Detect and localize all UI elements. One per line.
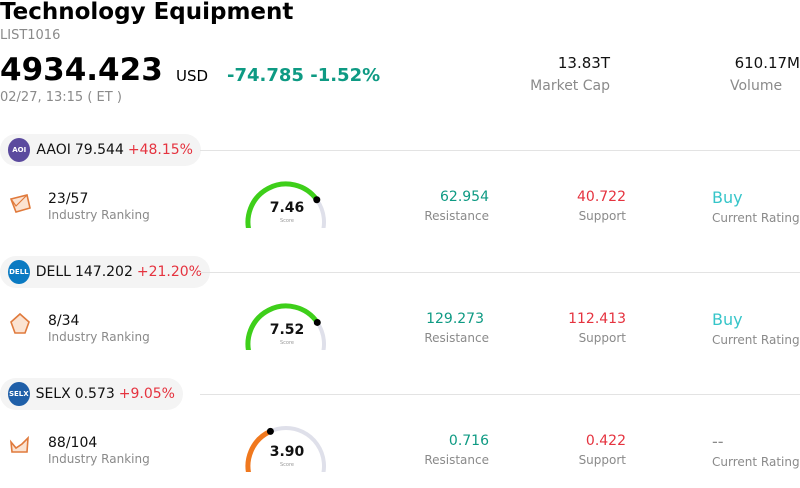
- resistance-value: 129.273: [426, 311, 484, 327]
- current-rating-label: Current Rating: [712, 211, 800, 225]
- support-label: Support: [578, 453, 626, 467]
- score-value: 3.90: [269, 444, 305, 460]
- volume-label: Volume: [730, 78, 783, 94]
- divider: [200, 272, 800, 273]
- divider: [200, 394, 800, 395]
- volume-value: 610.17M: [734, 54, 800, 72]
- current-rating-label: Current Rating: [712, 455, 800, 469]
- stock-symbol: AAOI: [36, 142, 71, 158]
- stock-price: 79.544: [74, 142, 124, 158]
- industry-ranking-value: 23/57: [48, 191, 89, 207]
- resistance-value: 62.954: [440, 189, 489, 205]
- resistance-label: Resistance: [424, 331, 489, 345]
- gauge-fill: [245, 428, 273, 472]
- industry-ranking-label: Industry Ranking: [48, 208, 150, 222]
- support-value: 0.422: [585, 433, 626, 449]
- stock-chip-dell[interactable]: DELL DELL 147.202 +21.20%: [0, 256, 210, 288]
- divider: [200, 150, 800, 151]
- industry-ranking-value: 88/104: [48, 435, 98, 451]
- ranking-icon: [9, 435, 29, 453]
- current-rating-value: Buy: [712, 188, 743, 207]
- gauge-marker: [266, 427, 274, 435]
- stock-price: 0.573: [74, 386, 115, 402]
- score-label: Score: [279, 462, 294, 468]
- price-change-percent: -1.52%: [310, 65, 381, 86]
- industry-ranking-label: Industry Ranking: [48, 452, 150, 466]
- page-title: Technology Equipment: [0, 0, 294, 25]
- company-logo: SELX: [8, 382, 30, 406]
- gauge-fill: [245, 303, 320, 350]
- support-value: 40.722: [577, 189, 626, 205]
- list-code: LIST1016: [0, 28, 61, 43]
- score-label: Score: [279, 340, 294, 346]
- support-value: 112.413: [568, 311, 626, 327]
- resistance-value: 0.716: [448, 433, 489, 449]
- stock-symbol: DELL: [35, 264, 71, 280]
- timestamp: 02/27, 13:15 ( ET ): [0, 90, 122, 105]
- stock-change-percent: +48.15%: [127, 142, 193, 158]
- industry-ranking-label: Industry Ranking: [48, 330, 150, 344]
- score-gauge: [245, 426, 326, 472]
- stock-change-percent: +9.05%: [118, 386, 175, 402]
- score-label: Score: [279, 218, 294, 224]
- gauge-fill: [245, 181, 320, 228]
- score-gauge: [245, 303, 326, 350]
- stock-chip-aaoi[interactable]: AOI AAOI 79.544 +48.15%: [0, 134, 201, 166]
- support-label: Support: [578, 331, 626, 345]
- stock-change-percent: +21.20%: [136, 264, 202, 280]
- company-logo: AOI: [8, 138, 31, 162]
- market-cap-label: Market Cap: [530, 78, 610, 94]
- price-change-value: -74.785: [227, 65, 304, 86]
- gauge-marker: [313, 196, 321, 204]
- ranking-icon: [10, 312, 30, 334]
- current-rating-label: Current Rating: [712, 333, 800, 347]
- resistance-label: Resistance: [424, 209, 489, 223]
- stock-price: 147.202: [74, 264, 133, 280]
- currency-label: USD: [176, 67, 209, 85]
- score-gauge: [245, 181, 326, 228]
- industry-ranking-value: 8/34: [48, 313, 80, 329]
- stock-symbol: SELX: [35, 386, 71, 402]
- current-rating-value: --: [712, 432, 724, 451]
- gauge-marker: [313, 318, 321, 326]
- index-price: 4934.423: [0, 52, 163, 88]
- stock-chip-selx[interactable]: SELX SELX 0.573 +9.05%: [0, 378, 183, 410]
- market-cap-value: 13.83T: [557, 54, 610, 72]
- score-value: 7.46: [269, 200, 305, 216]
- resistance-label: Resistance: [424, 453, 489, 467]
- score-value: 7.52: [269, 322, 305, 338]
- ranking-icon: [9, 194, 31, 213]
- price-change: -74.785 -1.52%: [227, 65, 380, 86]
- company-logo: DELL: [8, 260, 30, 284]
- current-rating-value: Buy: [712, 310, 743, 329]
- support-label: Support: [578, 209, 626, 223]
